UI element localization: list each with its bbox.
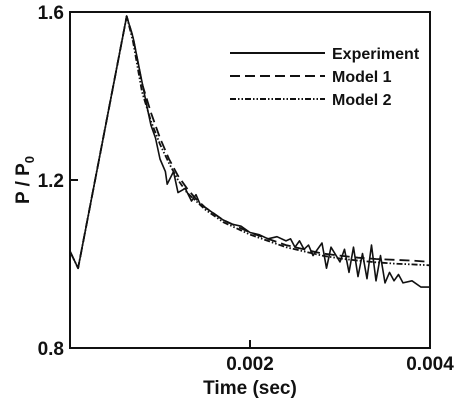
legend-label-model-2: Model 2: [332, 92, 392, 109]
y-axis-title-main: P / P: [13, 163, 34, 204]
series-line-model-1: [69, 15, 431, 270]
series-line-experiment: [69, 15, 430, 288]
series-layer: [69, 15, 431, 288]
x-tick-label: 0.002: [226, 354, 274, 375]
y-tick-label: 1.6: [38, 3, 64, 24]
y-tick-label: 1.2: [38, 171, 64, 192]
y-axis-title: P / P0: [13, 156, 37, 204]
legend: Experiment Model 1 Model 2: [230, 46, 420, 109]
legend-label-model-1: Model 1: [332, 69, 392, 86]
y-axis-title-subscript: 0: [22, 156, 37, 163]
x-axis-title: Time (sec): [203, 378, 297, 399]
legend-label-experiment: Experiment: [332, 46, 420, 63]
y-axis-ticks: 0.8 1.2 1.6: [38, 3, 78, 360]
x-axis-ticks: 0.002 0.004: [226, 340, 454, 375]
y-tick-label: 0.8: [38, 339, 64, 360]
x-tick-label: 0.004: [406, 354, 454, 375]
series-line-model-2: [69, 15, 431, 270]
